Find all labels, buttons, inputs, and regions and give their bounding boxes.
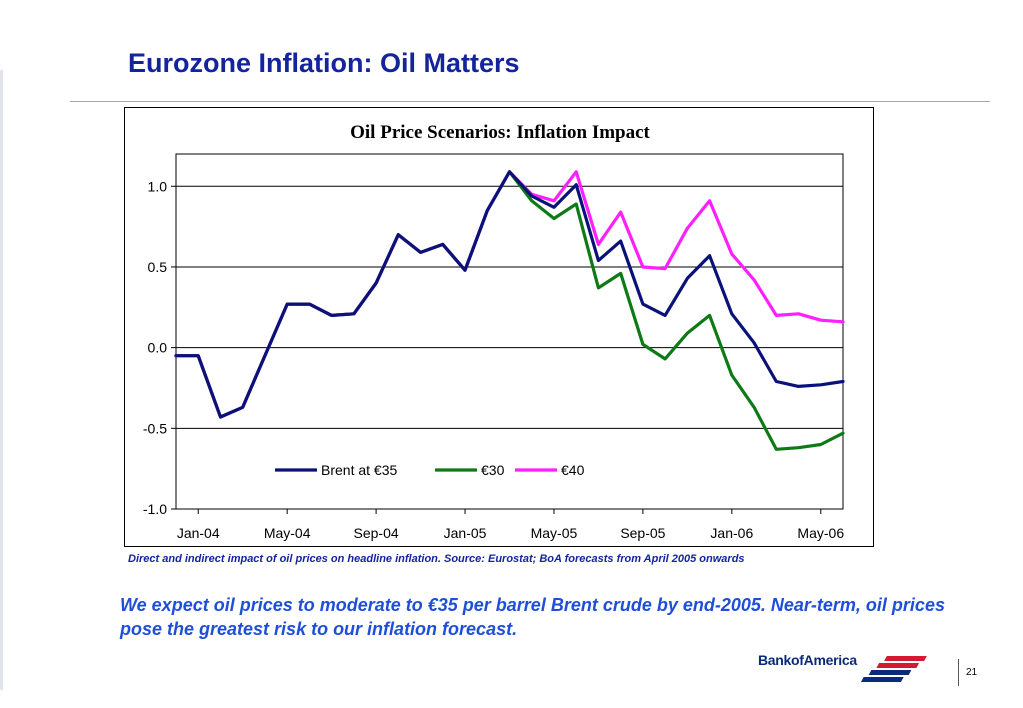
chart-frame: Oil Price Scenarios: Inflation Impact 1.0… <box>124 107 874 547</box>
legend-label: Brent at €35 <box>321 462 397 478</box>
series-line <box>174 170 845 419</box>
source-note: Direct and indirect impact of oil prices… <box>128 553 745 565</box>
y-tick-label: -1.0 <box>143 501 167 517</box>
chart-title: Oil Price Scenarios: Inflation Impact <box>350 122 650 143</box>
bank-of-america-flag-icon <box>860 656 927 682</box>
x-tick-label: May-06 <box>797 525 844 541</box>
y-tick-label: 0.0 <box>148 340 168 356</box>
page-number: 21 <box>966 667 978 678</box>
legend-label: €40 <box>561 462 585 478</box>
takeaway-text: We expect oil prices to moderate to €35 … <box>120 595 945 639</box>
x-tick-label: Jan-05 <box>444 525 487 541</box>
x-tick-label: Jan-04 <box>177 525 220 541</box>
x-tick-label: Jan-06 <box>710 525 753 541</box>
slide-left-edge <box>0 70 3 690</box>
x-tick-label: May-05 <box>531 525 578 541</box>
series-line <box>174 170 845 451</box>
series-line <box>174 170 845 419</box>
bank-of-america-logo: BankofAmerica <box>758 650 938 690</box>
y-tick-label: 1.0 <box>148 178 168 194</box>
x-tick-label: Sep-04 <box>354 525 399 541</box>
legend-label: €30 <box>481 462 505 478</box>
slide-title: Eurozone Inflation: Oil Matters <box>128 48 520 78</box>
y-tick-label: 0.5 <box>148 259 168 275</box>
y-tick-label: -0.5 <box>143 420 167 436</box>
inflation-line-chart: Oil Price Scenarios: Inflation Impact 1.0… <box>143 122 845 541</box>
page-number-divider <box>958 659 959 686</box>
logo-wordmark: BankofAmerica <box>758 652 857 668</box>
x-tick-label: Sep-05 <box>620 525 665 541</box>
title-divider <box>70 101 990 102</box>
x-tick-label: May-04 <box>264 525 311 541</box>
